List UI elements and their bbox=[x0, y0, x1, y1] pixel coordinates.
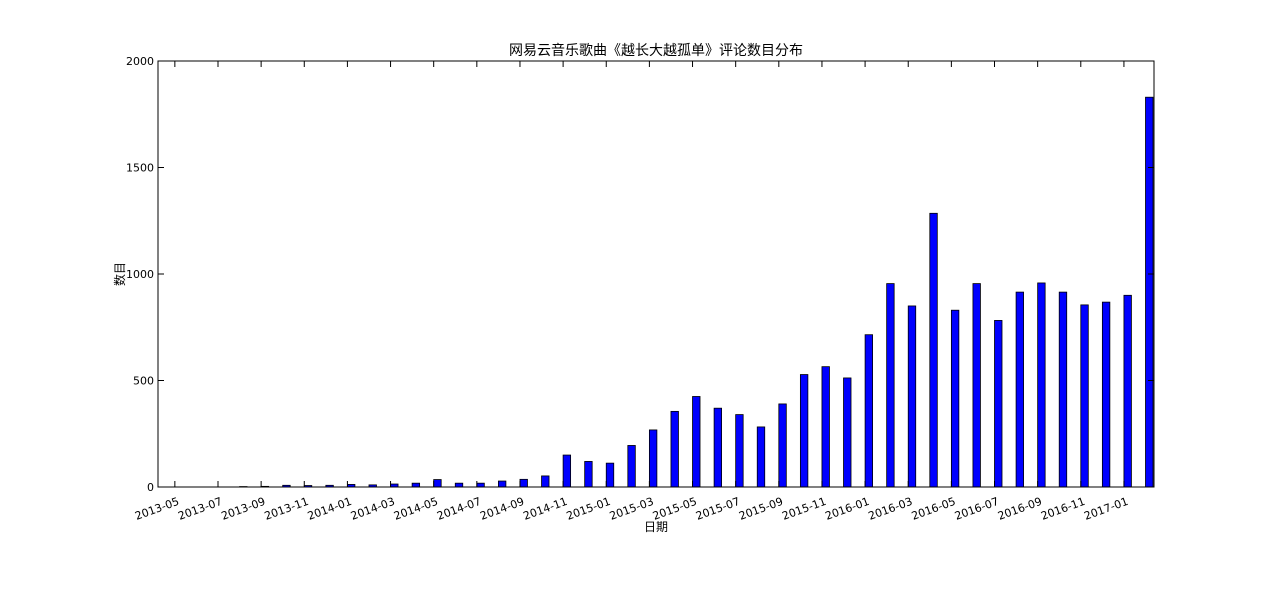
x-tick-label: 2015-01 bbox=[565, 495, 613, 523]
bar-2014-05 bbox=[433, 479, 442, 488]
bar-2017-02 bbox=[1145, 96, 1154, 488]
x-tick-label: 2015-11 bbox=[780, 495, 828, 523]
bar-2014-10 bbox=[541, 475, 550, 488]
bar-2016-01 bbox=[864, 334, 873, 488]
x-tick-label: 2016-11 bbox=[1039, 495, 1087, 523]
bar-2014-11 bbox=[562, 454, 572, 488]
x-tick-label: 2014-09 bbox=[478, 495, 526, 523]
x-tick-label: 2013-11 bbox=[263, 495, 311, 523]
bar-2014-07 bbox=[476, 482, 485, 488]
x-tick-label: 2016-09 bbox=[996, 495, 1044, 523]
bar-2016-10 bbox=[1058, 291, 1068, 488]
bar-2015-06 bbox=[713, 407, 722, 488]
bar-2015-09 bbox=[778, 403, 787, 488]
bar-2016-06 bbox=[972, 283, 981, 488]
y-tick-label: 1500 bbox=[126, 162, 154, 175]
bar-2016-05 bbox=[950, 309, 960, 488]
x-tick-label: 2015-05 bbox=[651, 495, 699, 523]
x-tick-label: 2014-03 bbox=[349, 495, 397, 523]
bar-2015-03 bbox=[648, 429, 658, 488]
bar-2016-12 bbox=[1101, 301, 1111, 488]
x-tick-label: 2013-05 bbox=[133, 495, 181, 523]
bar-2016-09 bbox=[1037, 282, 1046, 488]
bar-2015-08 bbox=[756, 426, 766, 488]
bar-2016-03 bbox=[907, 305, 917, 488]
plot-frame bbox=[157, 60, 1155, 488]
x-tick-label: 2014-01 bbox=[306, 495, 354, 523]
bar-2014-04 bbox=[411, 482, 421, 488]
x-tick-label: 2015-07 bbox=[694, 495, 742, 523]
y-tick-label: 2000 bbox=[126, 55, 154, 68]
y-axis-ticks: 0 500 1000 1500 2000 bbox=[126, 55, 1154, 494]
y-tick-label: 0 bbox=[147, 481, 154, 494]
bar-2015-07 bbox=[735, 414, 744, 488]
bar-2015-02 bbox=[627, 445, 636, 488]
bars-group bbox=[239, 96, 1154, 488]
bar-2017-01 bbox=[1123, 294, 1132, 488]
bar-2016-04 bbox=[929, 212, 938, 488]
y-tick-label: 1000 bbox=[126, 268, 154, 281]
bar-2015-01 bbox=[605, 462, 615, 488]
x-axis-label: 日期 bbox=[644, 520, 668, 534]
chart-title: 网易云音乐歌曲《越长大越孤单》评论数目分布 bbox=[509, 42, 803, 59]
x-tick-label: 2016-01 bbox=[823, 495, 871, 523]
x-tick-label: 2016-07 bbox=[953, 495, 1001, 523]
bar-2015-11 bbox=[821, 366, 830, 488]
bar-2015-12 bbox=[843, 377, 852, 488]
bar-2014-12 bbox=[584, 461, 593, 488]
x-tick-label: 2014-05 bbox=[392, 495, 440, 523]
x-tick-label: 2017-01 bbox=[1082, 495, 1130, 523]
bar-2015-05 bbox=[692, 396, 701, 488]
x-tick-label: 2016-05 bbox=[910, 495, 958, 523]
bar-2014-06 bbox=[454, 482, 464, 488]
x-tick-label: 2013-09 bbox=[220, 495, 268, 523]
bar-2014-08 bbox=[497, 480, 507, 488]
x-tick-label: 2014-07 bbox=[435, 495, 483, 523]
bar-2016-02 bbox=[886, 283, 895, 488]
x-tick-label: 2013-07 bbox=[176, 495, 224, 523]
x-tick-label: 2014-11 bbox=[522, 495, 570, 523]
x-tick-label: 2016-03 bbox=[867, 495, 915, 523]
y-axis-label: 数目 bbox=[112, 262, 127, 286]
bar-2016-08 bbox=[1015, 291, 1024, 488]
bar-2015-04 bbox=[670, 410, 679, 488]
y-tick-label: 500 bbox=[133, 375, 154, 388]
bar-2014-09 bbox=[519, 478, 528, 488]
bar-2016-11 bbox=[1080, 304, 1089, 488]
x-tick-label: 2015-03 bbox=[608, 495, 656, 523]
bar-2015-10 bbox=[799, 374, 809, 488]
x-tick-label: 2015-09 bbox=[737, 495, 785, 523]
bar-2016-07 bbox=[994, 320, 1003, 488]
